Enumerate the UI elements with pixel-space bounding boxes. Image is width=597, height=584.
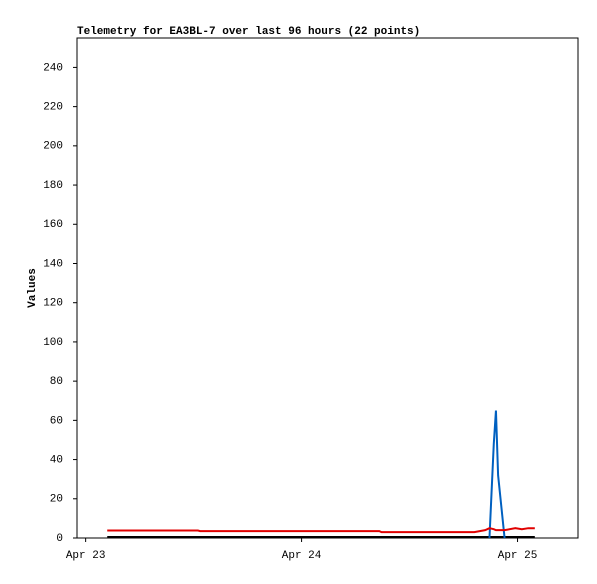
y-tick-label: 80 <box>50 376 63 388</box>
y-tick-label: 140 <box>43 258 63 270</box>
series-line <box>488 410 506 539</box>
x-tick-label: Apr 25 <box>498 550 538 562</box>
y-tick-label: 40 <box>50 454 63 466</box>
chart-title: Telemetry for EA3BL-7 over last 96 hours… <box>77 26 420 38</box>
series-line <box>107 527 535 534</box>
y-tick-label: 20 <box>50 494 63 506</box>
y-tick-label: 220 <box>43 102 63 114</box>
y-tick-label: 240 <box>43 62 63 74</box>
y-tick-label: 120 <box>43 298 63 310</box>
x-tick-label: Apr 23 <box>66 550 106 562</box>
x-tick-label: Apr 24 <box>282 550 322 562</box>
y-tick-label: 180 <box>43 180 63 192</box>
y-axis-label: Values <box>27 268 39 308</box>
y-tick-label: 100 <box>43 337 63 349</box>
y-tick-label: 200 <box>43 141 63 153</box>
y-tick-label: 60 <box>50 415 63 427</box>
y-tick-label: 0 <box>56 533 63 545</box>
y-tick-label: 160 <box>43 219 63 231</box>
